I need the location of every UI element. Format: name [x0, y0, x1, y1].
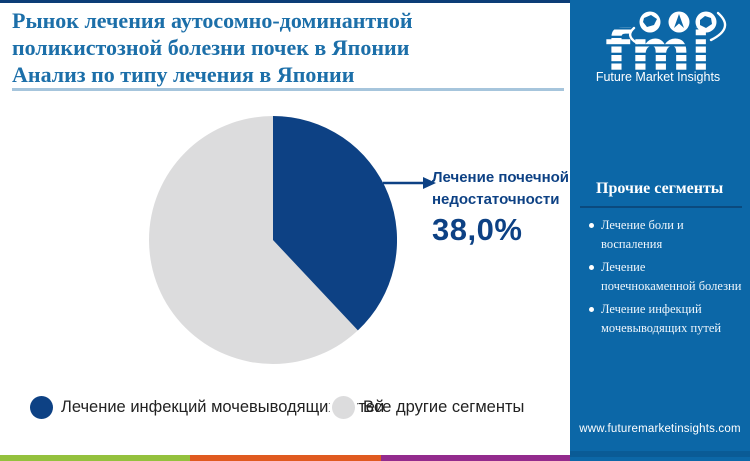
website-link[interactable]: www.futuremarketinsights.com	[579, 423, 741, 435]
title-line-2: поликистозной болезни почек в Японии	[12, 35, 410, 60]
legend-item-other-segments: Все другие сегменты	[332, 393, 524, 421]
top-border	[0, 0, 750, 3]
list-item: Лечение почечнокаменной болезни	[588, 258, 742, 296]
compass-arrow-icon	[668, 11, 690, 33]
list-item: Лечение боли и воспаления	[588, 216, 742, 254]
fmi-logo: fmi Future Market Insights	[596, 11, 727, 85]
footer-stripe-purple	[381, 455, 570, 461]
logo-swoosh-right	[709, 11, 727, 42]
title-underline	[12, 88, 564, 91]
sidebar-heading-rule	[580, 206, 742, 208]
legend-item-uti-treatment: Лечение инфекций мочевыводящих путей	[30, 393, 384, 421]
legend-swatch-gray	[332, 395, 355, 419]
footer-stripe-orange	[190, 455, 381, 461]
title-line-3: Анализ по типу лечения в Японии	[12, 62, 355, 87]
chart-area: Рынок лечения аутосомно-доминантной поли…	[0, 7, 570, 421]
logo-swoosh-left	[629, 26, 639, 45]
callout-arrow-icon	[383, 177, 436, 189]
pie-chart	[149, 116, 397, 364]
pie-callout: Лечение почечной недостаточности 38,0%	[432, 167, 578, 247]
sidebar: fmi Future Market Insights Прочие сегмен…	[570, 0, 750, 461]
sidebar-bottom-strip	[570, 451, 750, 457]
pie-slice-main	[273, 116, 397, 331]
list-item: Лечение инфекций мочевыводящих путей	[588, 300, 742, 338]
page-title: Рынок лечения аутосомно-доминантной поли…	[12, 7, 562, 88]
callout-value: 38,0%	[432, 212, 523, 247]
sidebar-segment-list: Лечение боли и воспаления Лечение почечн…	[588, 216, 742, 342]
chart-legend: Лечение инфекций мочевыводящих путей Все…	[0, 393, 570, 421]
callout-label: Лечение почечной недостаточности	[432, 169, 570, 208]
legend-label: Все другие сегменты	[363, 397, 525, 416]
legend-label: Лечение инфекций мочевыводящих путей	[61, 397, 385, 416]
footer-stripe-green	[0, 455, 190, 461]
title-line-1: Рынок лечения аутосомно-доминантной	[12, 8, 413, 33]
legend-swatch-navy	[30, 395, 53, 419]
globe-americas-icon	[639, 11, 661, 33]
sidebar-heading: Прочие сегменты	[596, 180, 724, 197]
logo-tagline: Future Market Insights	[596, 70, 720, 84]
globe-asia-icon	[695, 11, 717, 33]
